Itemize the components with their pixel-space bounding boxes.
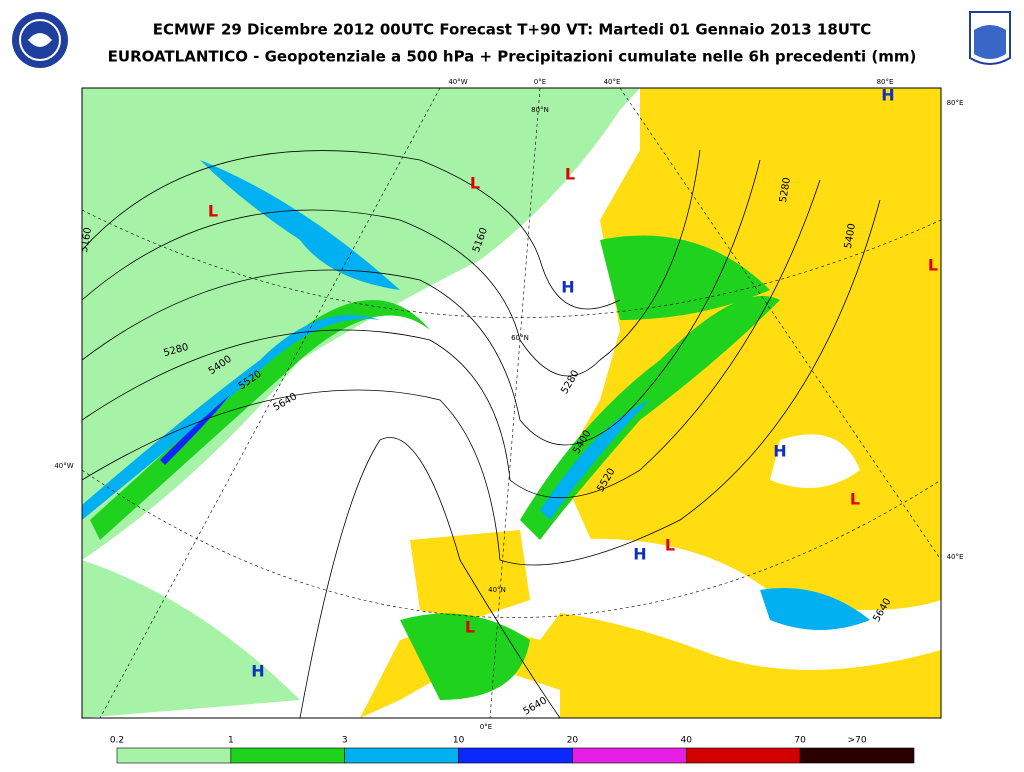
graticule-label: 40°E [947, 553, 964, 561]
logo-left [12, 12, 68, 68]
title: ECMWF 29 Dicembre 2012 00UTC Forecast T+… [153, 21, 871, 39]
legend-label: 40 [681, 736, 693, 746]
legend-swatch [230, 747, 346, 764]
legend-swatch [458, 747, 573, 764]
legend-label: 1 [228, 736, 234, 746]
legend-label: 20 [567, 736, 579, 746]
graticule-label: 80°N [531, 106, 549, 114]
legend-swatch [685, 747, 801, 764]
contour-label: 5400 [843, 223, 858, 250]
pressure-center: L [850, 490, 860, 509]
pressure-center: H [251, 662, 264, 681]
pressure-center: L [565, 165, 575, 184]
legend-swatch [572, 747, 687, 764]
legend-label: >70 [848, 736, 867, 746]
map-frame [81, 87, 942, 719]
graticule-label: 80°E [947, 99, 964, 107]
graticule-label: 40°E [604, 78, 621, 86]
graticule-label: 60°N [511, 334, 529, 342]
legend-swatch [344, 747, 459, 764]
pressure-center: H [633, 545, 646, 564]
subtitle: EUROATLANTICO - Geopotenziale a 500 hPa … [108, 48, 917, 66]
legend-swatch [116, 747, 232, 764]
pressure-center: L [465, 618, 475, 637]
legend-label: 70 [794, 736, 806, 746]
legend-label: 10 [453, 736, 465, 746]
pressure-center: H [773, 442, 786, 461]
graticule-label: 40°W [448, 78, 467, 86]
legend-label: 0.2 [110, 736, 124, 746]
pressure-center: H [881, 86, 894, 105]
geopotential-contours [82, 149, 881, 718]
legend-swatch [799, 747, 915, 764]
contour-label: 5280 [778, 177, 793, 204]
legend-label: 3 [342, 736, 348, 746]
pressure-center: L [208, 202, 218, 221]
graticule-label: 40°W [54, 462, 73, 470]
legend: 0.2 1 3 10 20 40 70 >70 [110, 736, 915, 764]
graticule-label: 0°E [480, 723, 492, 731]
pressure-center: H [561, 278, 574, 297]
graticule-label: 80°E [877, 78, 894, 86]
pressure-center: L [665, 536, 675, 555]
graticule-label: 0°E [534, 78, 546, 86]
graticule-label: 40°N [488, 586, 506, 594]
pressure-center: L [928, 256, 938, 275]
logo-right [969, 11, 1011, 65]
pressure-center: L [470, 174, 480, 193]
